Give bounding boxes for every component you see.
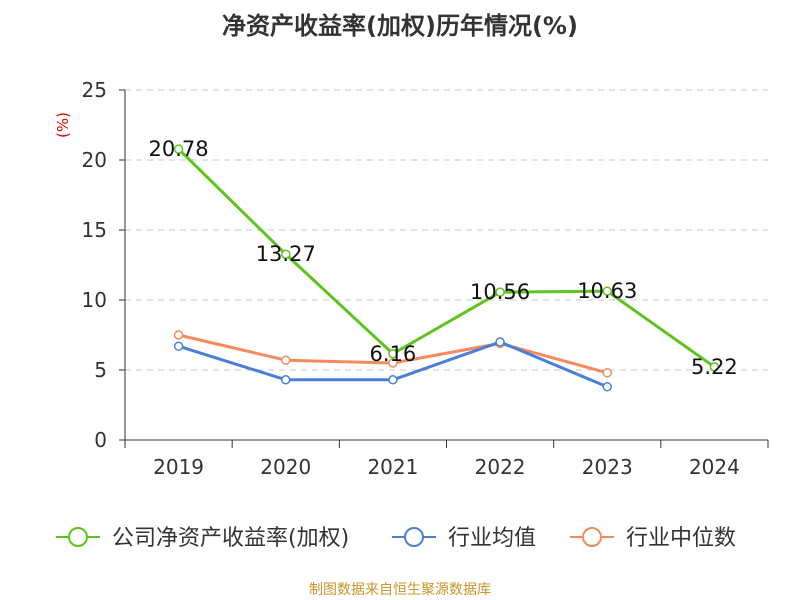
- x-tick-label: 2024: [689, 455, 740, 479]
- series-line: [177, 148, 716, 369]
- data-point: [281, 375, 291, 385]
- data-point: [602, 286, 612, 296]
- y-tick-label: 5: [94, 358, 107, 382]
- legend-label: 行业中位数: [626, 526, 736, 551]
- data-point: [709, 362, 720, 372]
- legend-marker: [582, 527, 602, 547]
- y-tick-label: 20: [82, 148, 107, 172]
- y-axis-label: (%): [54, 112, 72, 138]
- data-point: [173, 144, 184, 154]
- y-tick-label: 10: [82, 288, 107, 312]
- x-tick-label: 2023: [582, 455, 633, 479]
- data-label: 10.56: [470, 280, 530, 304]
- legend-label: 行业均值: [448, 526, 536, 551]
- data-point: [388, 358, 398, 368]
- data-point: [388, 375, 398, 385]
- x-tick-label: 2022: [475, 455, 526, 479]
- legend-label: 公司净资产收益率(加权): [112, 526, 349, 551]
- data-point: [388, 349, 398, 359]
- data-point: [602, 368, 612, 378]
- data-point: [281, 249, 291, 259]
- x-tick-label: 2021: [367, 455, 418, 479]
- data-label: 13.27: [256, 242, 316, 266]
- y-tick-label: 25: [82, 78, 107, 102]
- data-point: [281, 355, 291, 365]
- data-label: 10.63: [577, 279, 637, 303]
- data-point: [173, 341, 184, 351]
- source-footer: 制图数据来自恒生聚源数据库: [309, 582, 491, 598]
- data-point: [495, 337, 505, 347]
- data-point: [495, 287, 505, 297]
- data-point: [173, 330, 184, 340]
- x-tick-label: 2020: [260, 455, 311, 479]
- legend-marker: [68, 527, 88, 547]
- y-tick-label: 15: [82, 218, 107, 242]
- data-label: 6.16: [370, 342, 417, 366]
- y-tick-label: 0: [94, 428, 107, 452]
- data-point: [602, 382, 612, 392]
- data-label: 5.22: [691, 355, 738, 379]
- data-label: 20.78: [149, 137, 209, 161]
- chart-title: 净资产收益率(加权)历年情况(%): [222, 12, 578, 40]
- x-tick-label: 2019: [153, 455, 204, 479]
- legend-marker: [404, 527, 424, 547]
